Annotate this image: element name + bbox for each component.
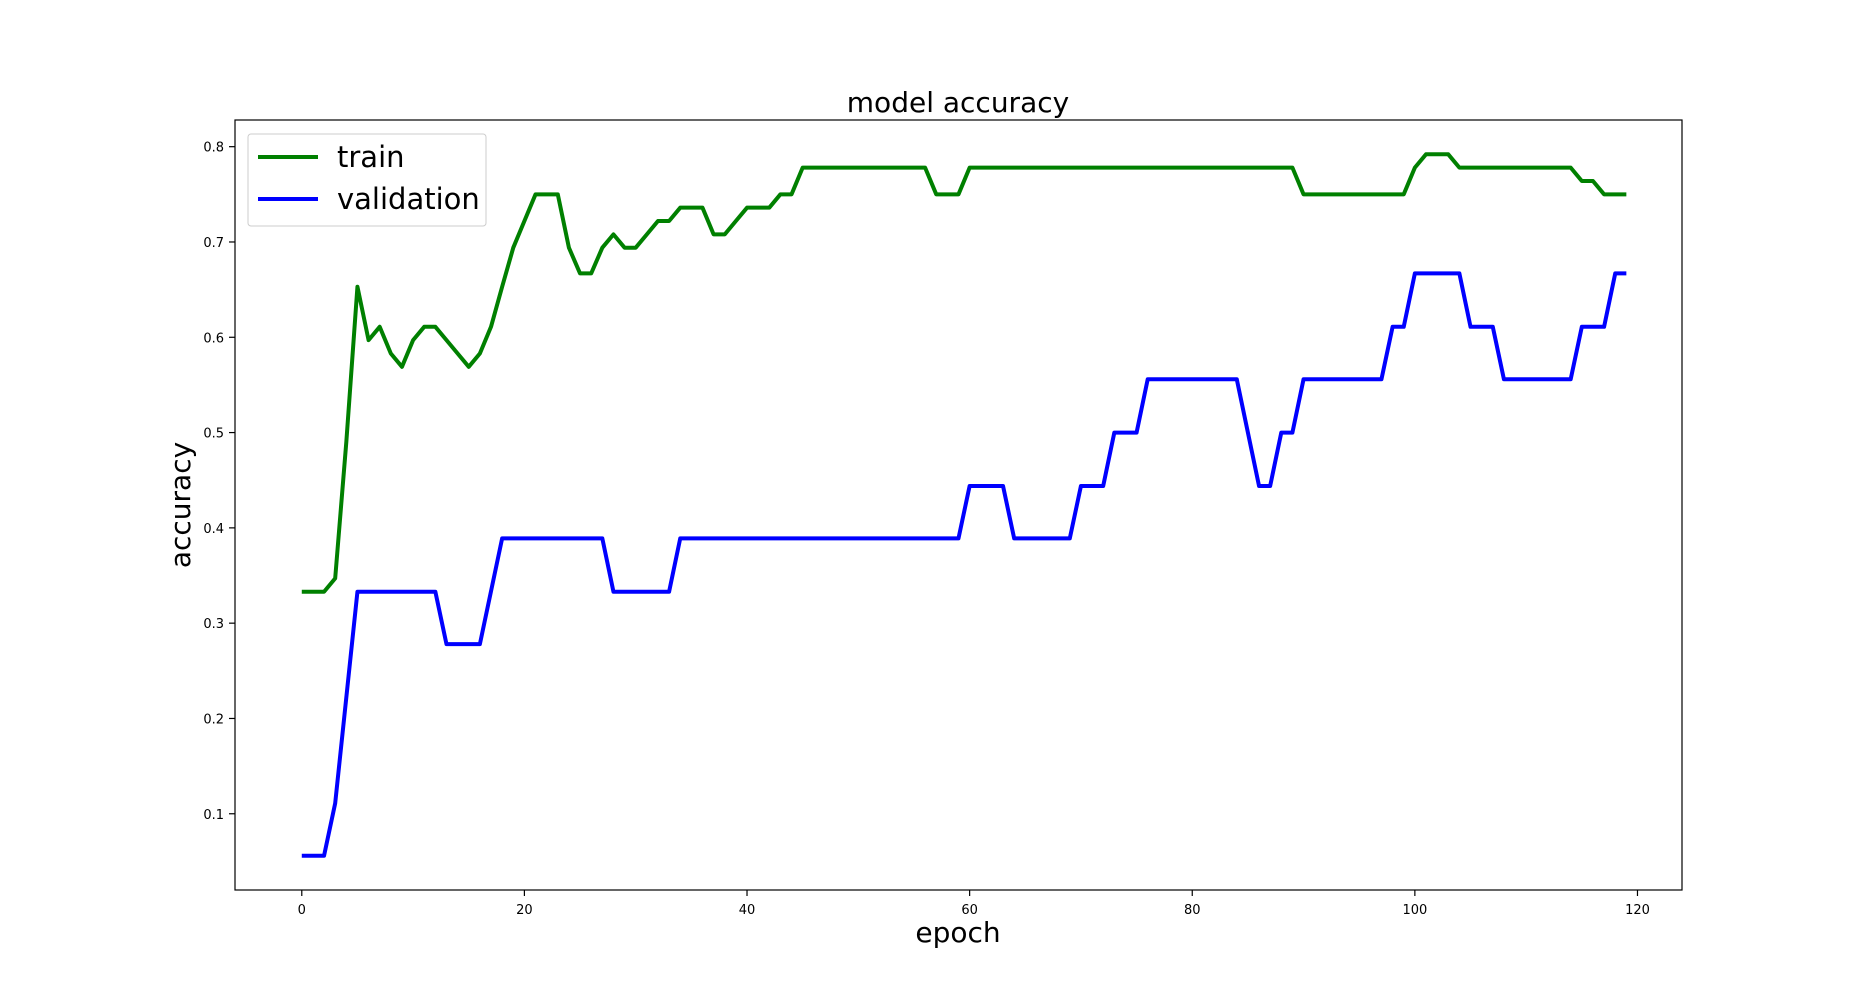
chart-title: model accuracy [847, 86, 1069, 119]
y-tick-label: 0.3 [203, 617, 224, 632]
plot-area-frame [234, 119, 1683, 891]
x-tick-label: 60 [961, 903, 978, 918]
x-tick-label: 0 [298, 903, 306, 918]
series-line-train [301, 152, 1627, 594]
y-tick-label: 0.1 [203, 808, 224, 823]
x-axis-label: epoch [915, 916, 1000, 949]
y-tick-label: 0.6 [203, 331, 224, 346]
y-tick-label: 0.4 [203, 522, 224, 537]
x-tick-label: 40 [739, 903, 756, 918]
series-line-validation [301, 271, 1627, 858]
x-tick-label: 100 [1402, 903, 1427, 918]
legend-label-validation: validation [337, 182, 480, 216]
legend: train validation [247, 133, 487, 227]
y-tick-label: 0.2 [203, 712, 224, 727]
x-tick-label: 120 [1625, 903, 1650, 918]
y-axis-label: accuracy [164, 442, 197, 568]
y-tick-label: 0.8 [203, 141, 224, 156]
y-tick-label: 0.7 [203, 236, 224, 251]
x-tick-label: 80 [1184, 903, 1201, 918]
x-tick-label: 20 [516, 903, 533, 918]
y-tick-label: 0.5 [203, 427, 224, 442]
legend-label-train: train [337, 140, 405, 174]
